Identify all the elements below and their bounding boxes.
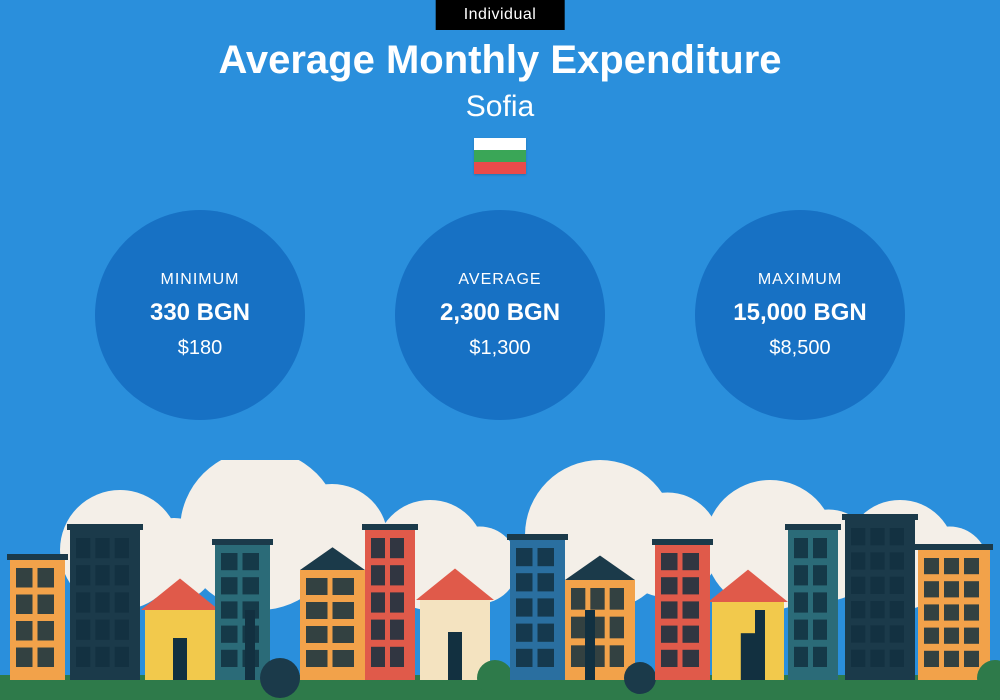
stat-circle-minimum: MINIMUM 330 BGN $180 [95,210,305,420]
page-title: Average Monthly Expenditure [0,38,1000,83]
stat-main: 2,300 BGN [440,299,560,327]
stat-sub: $180 [178,337,223,360]
cityscape-illustration [0,460,1000,700]
stat-circle-average: AVERAGE 2,300 BGN $1,300 [395,210,605,420]
flag-stripe-bot [474,162,526,174]
stat-circle-maximum: MAXIMUM 15,000 BGN $8,500 [695,210,905,420]
category-badge: Individual [436,0,565,30]
cityscape-svg [0,460,1000,700]
stat-label: MINIMUM [161,271,240,289]
infographic-canvas: Individual Average Monthly Expenditure S… [0,0,1000,700]
stat-label: AVERAGE [458,271,541,289]
city-subtitle: Sofia [0,90,1000,124]
stat-main: 330 BGN [150,299,250,327]
stat-label: MAXIMUM [758,271,842,289]
flag-icon [474,138,526,174]
stat-main: 15,000 BGN [733,299,866,327]
stat-sub: $1,300 [469,337,530,360]
stat-sub: $8,500 [769,337,830,360]
flag-stripe-mid [474,150,526,162]
flag-stripe-top [474,138,526,150]
category-badge-text: Individual [464,6,537,23]
stat-circles-row: MINIMUM 330 BGN $180 AVERAGE 2,300 BGN $… [0,210,1000,420]
